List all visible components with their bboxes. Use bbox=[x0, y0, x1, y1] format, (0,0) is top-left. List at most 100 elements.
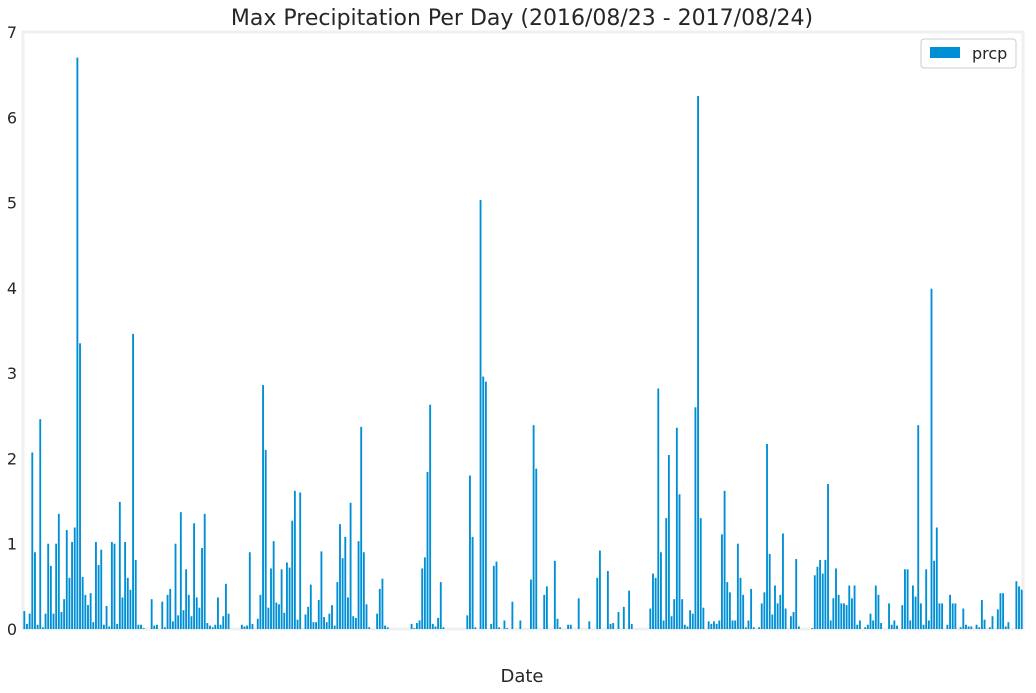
bar bbox=[365, 604, 368, 629]
bar bbox=[309, 584, 312, 629]
bar bbox=[728, 592, 731, 629]
bar bbox=[434, 626, 437, 629]
bar bbox=[132, 333, 135, 629]
bar bbox=[89, 593, 92, 629]
bar bbox=[835, 568, 837, 629]
bar bbox=[784, 608, 787, 629]
bar bbox=[983, 619, 986, 629]
bar bbox=[758, 627, 761, 629]
bar bbox=[95, 542, 97, 629]
bar bbox=[691, 613, 694, 629]
bar bbox=[307, 606, 310, 629]
bar bbox=[933, 560, 936, 629]
bar bbox=[827, 484, 829, 629]
bar bbox=[906, 569, 909, 629]
bar bbox=[222, 616, 225, 629]
bar bbox=[484, 381, 487, 629]
bar bbox=[293, 490, 296, 629]
bar bbox=[378, 588, 381, 629]
bar bbox=[768, 553, 771, 629]
bar bbox=[376, 613, 379, 629]
bar bbox=[291, 520, 294, 629]
bar bbox=[935, 527, 938, 629]
bar bbox=[270, 568, 272, 629]
bar bbox=[567, 624, 570, 629]
bar bbox=[108, 626, 111, 629]
bar bbox=[426, 472, 429, 629]
bar bbox=[766, 443, 768, 629]
bar bbox=[1020, 589, 1023, 629]
bar bbox=[858, 620, 861, 629]
bar bbox=[41, 627, 44, 629]
bar bbox=[150, 599, 153, 629]
bar bbox=[1007, 622, 1010, 629]
bar bbox=[275, 602, 278, 629]
bar bbox=[110, 542, 113, 629]
bar bbox=[904, 569, 906, 629]
bar bbox=[246, 625, 249, 629]
bar bbox=[686, 626, 689, 629]
bar bbox=[466, 615, 469, 629]
bar bbox=[744, 627, 747, 629]
bar bbox=[421, 568, 424, 629]
bar bbox=[81, 576, 84, 629]
bar bbox=[545, 586, 548, 629]
bar bbox=[954, 603, 957, 629]
chart-title: Max Precipitation Per Day (2016/08/23 - … bbox=[231, 6, 813, 31]
bar bbox=[386, 627, 389, 629]
bar bbox=[789, 616, 792, 629]
bar bbox=[710, 623, 713, 629]
bar bbox=[673, 599, 676, 629]
bar bbox=[31, 452, 34, 629]
bar bbox=[325, 622, 328, 629]
bar bbox=[224, 583, 227, 629]
bar bbox=[52, 613, 55, 629]
bar bbox=[415, 623, 418, 629]
bar bbox=[731, 620, 734, 629]
legend: prcp bbox=[920, 38, 1017, 69]
y-tick-label: 6 bbox=[7, 108, 17, 127]
bar bbox=[888, 603, 890, 629]
bar bbox=[864, 627, 867, 629]
bar bbox=[171, 621, 174, 629]
plot-area bbox=[21, 30, 1025, 631]
bar bbox=[919, 603, 922, 629]
bar bbox=[853, 585, 856, 629]
bar bbox=[278, 604, 280, 629]
y-tick-label: 3 bbox=[7, 364, 17, 383]
bar bbox=[577, 598, 580, 629]
bar bbox=[678, 494, 681, 629]
bar bbox=[856, 624, 859, 629]
bar bbox=[113, 543, 116, 629]
bar bbox=[352, 616, 355, 629]
bar bbox=[349, 502, 352, 629]
bar bbox=[598, 550, 601, 629]
y-tick-label: 0 bbox=[7, 620, 17, 639]
bar bbox=[304, 614, 307, 629]
bar bbox=[34, 552, 36, 629]
bar bbox=[97, 565, 100, 629]
bar bbox=[495, 561, 498, 629]
bar bbox=[742, 594, 745, 629]
bar bbox=[970, 626, 973, 629]
bar bbox=[264, 449, 267, 629]
bar bbox=[553, 560, 556, 629]
bar bbox=[927, 620, 930, 629]
bar bbox=[726, 582, 729, 629]
bar bbox=[609, 623, 612, 629]
bar bbox=[474, 627, 477, 629]
bar bbox=[26, 623, 28, 629]
bar bbox=[975, 624, 978, 629]
bar bbox=[559, 627, 562, 629]
bar bbox=[344, 536, 347, 629]
bar bbox=[156, 624, 158, 629]
bar bbox=[911, 585, 914, 629]
bar bbox=[866, 624, 869, 629]
bar bbox=[312, 622, 315, 629]
bar bbox=[28, 613, 31, 629]
bar bbox=[57, 513, 60, 629]
bar bbox=[195, 597, 198, 629]
bar bbox=[124, 542, 127, 629]
bar bbox=[71, 542, 73, 629]
bar bbox=[198, 607, 201, 629]
